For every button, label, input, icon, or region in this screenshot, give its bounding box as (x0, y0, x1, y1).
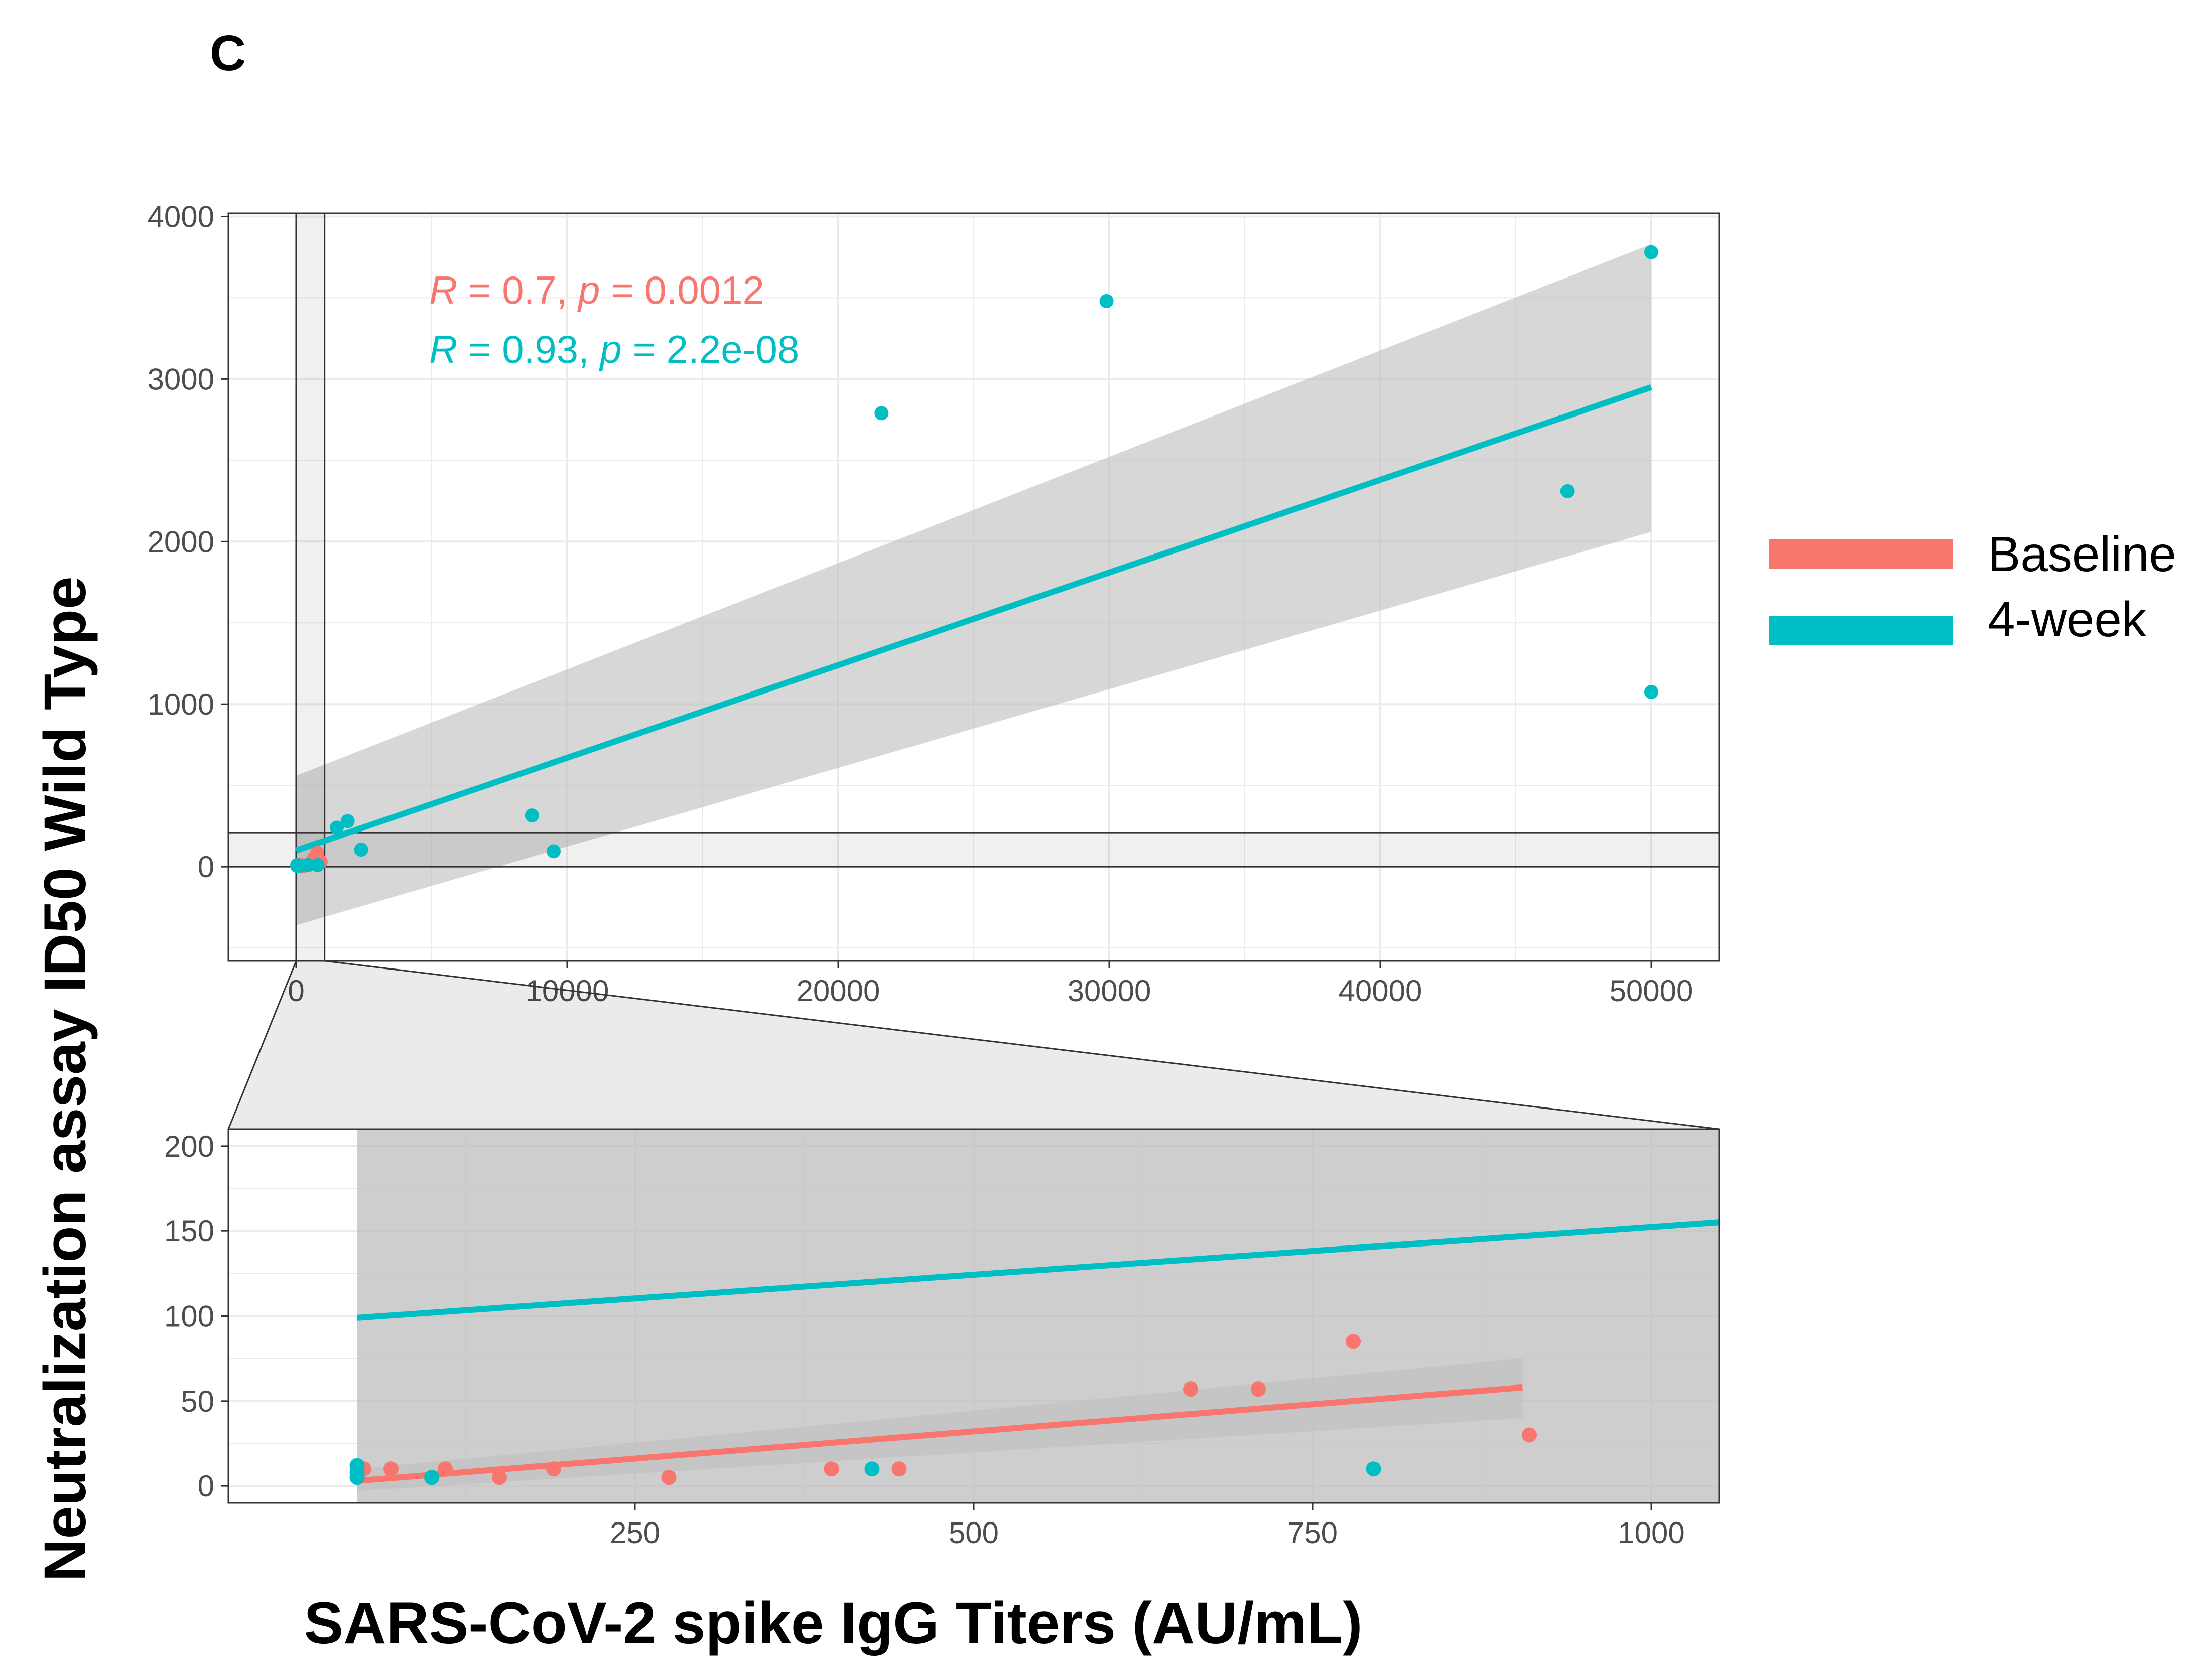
connector-left-edge (227, 960, 297, 1130)
main-point-s1-9 (547, 844, 561, 859)
week4-p-value: = 2.2e-08 (622, 327, 799, 371)
main-x-tick-label-3: 30000 (1068, 974, 1151, 1008)
main-y-tick-label-4: 4000 (148, 200, 214, 233)
zoom-x-tick-label-0: 250 (610, 1516, 660, 1550)
week4-r-value: = 0.93, (457, 327, 600, 371)
zoom-panel: 250 500 750 1000 0 50 100 150 200 (164, 1128, 1720, 1550)
main-point-s1-14 (1644, 684, 1658, 699)
legend-label-4-week: 4-week (1988, 592, 2147, 647)
zoom-point-s0-1 (383, 1461, 399, 1477)
zoom-fit-line-1 (357, 1219, 1720, 1321)
legend: Baseline 4-week (1769, 526, 2176, 647)
main-y-tick-label-2: 2000 (148, 525, 214, 559)
connector-fill (228, 961, 1719, 1129)
main-x-ticks: 01000020000300004000050000 (288, 961, 1693, 1008)
zoom-x-ticks: 250 500 750 1000 (610, 1503, 1685, 1550)
legend-key-4-week (1769, 616, 1953, 645)
zoom-y-tick-label-4: 200 (164, 1130, 214, 1163)
main-fit-line-1 (295, 384, 1652, 854)
zoom-point-s0-7 (824, 1461, 839, 1477)
main-confidence-band (296, 244, 1651, 925)
zoom-y-tick-label-0: 0 (198, 1469, 214, 1503)
main-y-ticks: 0 1000 2000 3000 4000 (148, 200, 228, 884)
zoom-confidence-band (357, 1129, 1719, 1503)
main-y-tick-label-0: 0 (198, 850, 214, 884)
main-x-tick-label-2: 20000 (797, 974, 880, 1008)
legend-label-baseline: Baseline (1988, 526, 2176, 582)
main-point-s1-6 (340, 814, 355, 828)
main-y-tick-label-3: 3000 (148, 362, 214, 396)
zoom-point-s0-8 (891, 1461, 907, 1477)
zoom-point-s0-5 (546, 1461, 561, 1477)
main-point-s1-13 (1644, 245, 1658, 259)
main-point-s1-5 (330, 820, 344, 835)
zoom-point-s0-6 (661, 1470, 677, 1485)
main-x-tick-label-0: 0 (288, 974, 304, 1008)
x-axis-title: SARS-CoV-2 spike IgG Titers (AU/mL) (304, 1590, 1362, 1656)
connector-right-edge (324, 960, 1720, 1130)
zoom-point-s0-9 (1183, 1381, 1198, 1397)
zoom-point-s0-3 (438, 1461, 453, 1477)
main-panel-frame (227, 212, 1720, 962)
zoom-horizontal-strip (228, 833, 1719, 867)
baseline-p-value: = 0.0012 (600, 268, 764, 312)
zoom-region-indicator (228, 213, 1719, 961)
zoom-y-ticks: 0 50 100 150 200 (164, 1130, 228, 1503)
zoom-panel-frame (227, 1128, 1720, 1504)
zoom-point-s0-4 (492, 1470, 507, 1485)
zoom-point-s1-3 (424, 1470, 439, 1485)
main-point-s1-10 (874, 406, 889, 421)
zoom-y-tick-label-3: 150 (164, 1214, 214, 1248)
baseline-p-symbol: p (577, 268, 600, 312)
zoom-x-tick-label-2: 750 (1287, 1516, 1338, 1550)
legend-key-baseline (1769, 539, 1953, 569)
main-point-s1-12 (1560, 484, 1575, 498)
main-x-tick-label-4: 40000 (1339, 974, 1422, 1008)
baseline-r-value: = 0.7, (457, 268, 578, 312)
zoom-x-tick-label-1: 500 (949, 1516, 999, 1550)
zoom-vertical-strip (296, 213, 325, 961)
week4-p-symbol: p (599, 327, 621, 371)
y-axis-title: Neutralization assay ID50 Wild Type (32, 576, 98, 1581)
baseline-r-symbol: R (429, 268, 457, 312)
main-band-1 (296, 244, 1651, 925)
main-point-s1-8 (525, 808, 539, 823)
week4-stats-annotation: R = 0.93, p = 2.2e-08 (429, 327, 799, 371)
zoom-y-tick-label-2: 100 (164, 1300, 214, 1333)
baseline-stats-annotation: R = 0.7, p = 0.0012 (429, 268, 764, 312)
zoom-point-s1-5 (1366, 1461, 1381, 1477)
main-y-tick-label-1: 1000 (148, 687, 214, 721)
panel-letter: C (210, 25, 246, 81)
week4-r-symbol: R (429, 327, 457, 371)
zoom-point-s0-12 (1522, 1427, 1537, 1443)
zoom-x-tick-label-3: 1000 (1618, 1516, 1684, 1550)
main-points (290, 245, 1658, 873)
zoom-connector (227, 960, 1720, 1130)
zoom-point-s1-2 (349, 1458, 365, 1473)
zoom-point-s1-4 (864, 1461, 880, 1477)
zoom-points (349, 1334, 1537, 1485)
main-x-tick-label-5: 50000 (1610, 974, 1694, 1008)
main-panel: 01000020000300004000050000 0100020003000… (148, 200, 1720, 1008)
main-point-s1-4 (310, 858, 325, 872)
zoom-point-s0-10 (1251, 1381, 1266, 1397)
main-point-s1-11 (1099, 294, 1114, 308)
main-point-s1-7 (354, 843, 368, 857)
zoom-point-s0-11 (1346, 1334, 1361, 1349)
main-point-s1-3 (300, 858, 315, 872)
zoom-y-tick-label-1: 50 (181, 1384, 214, 1418)
